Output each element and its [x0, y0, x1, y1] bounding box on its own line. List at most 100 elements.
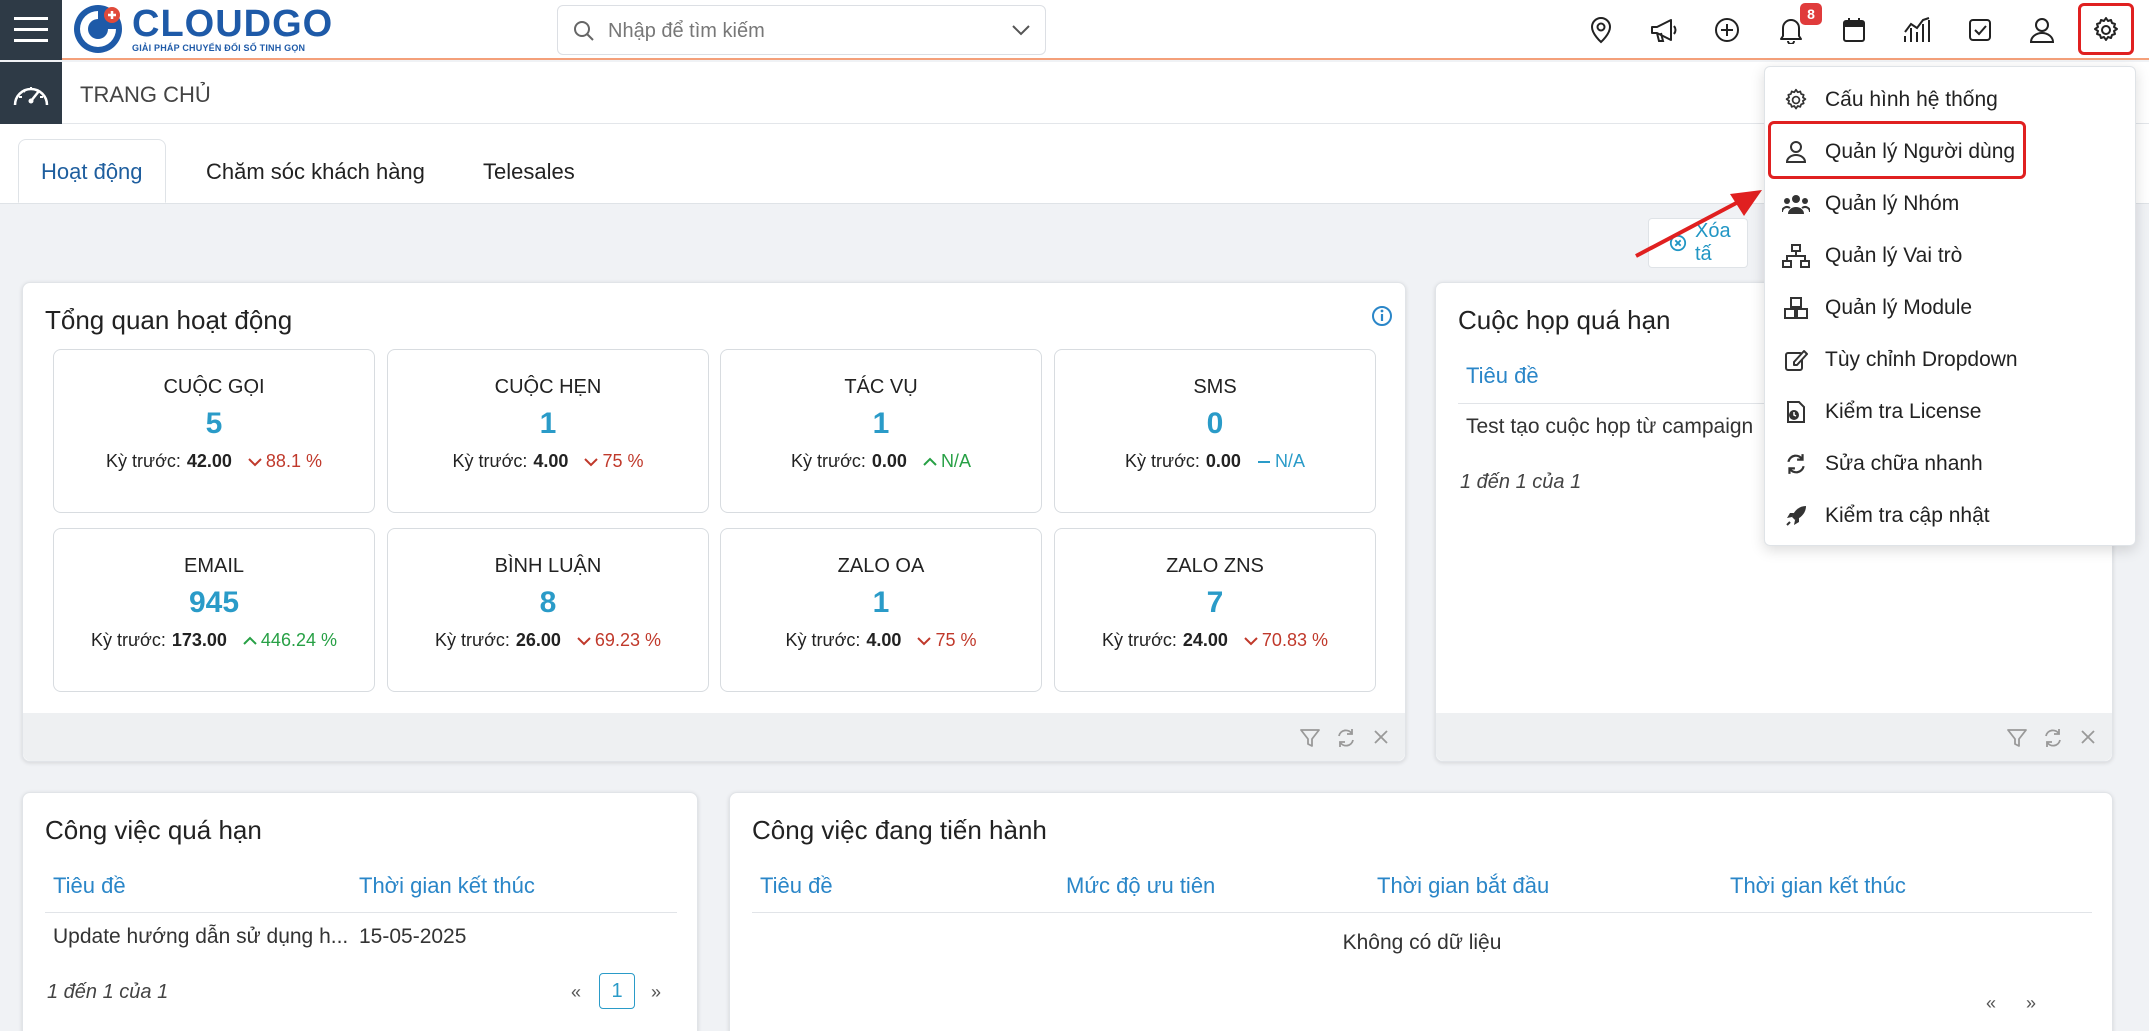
- pager-next[interactable]: »: [2026, 993, 2037, 1013]
- settings-button[interactable]: [2086, 10, 2126, 50]
- stat-label: CUỘC HẸN: [494, 376, 602, 398]
- pager-prev[interactable]: «: [571, 982, 582, 1002]
- meetings-pager-info: 1 đến 1 của 1: [1460, 471, 1582, 493]
- close-icon[interactable]: [1371, 727, 1391, 747]
- change-value: 69.23 %: [594, 630, 661, 650]
- filter-icon[interactable]: [1299, 727, 1321, 749]
- prev-label: Kỳ trước:: [106, 451, 181, 471]
- stat-label: SMS: [1193, 376, 1237, 398]
- menu-item-label: Sửa chữa nhanh: [1825, 452, 1983, 475]
- quick-create-button[interactable]: [1707, 10, 1747, 50]
- overdue-task-end-cell: 15-05-2025: [359, 925, 467, 948]
- divider: [45, 912, 677, 913]
- chevron-down-icon: [577, 636, 591, 645]
- pager-next[interactable]: »: [651, 982, 662, 1002]
- reports-button[interactable]: [1897, 10, 1937, 50]
- stat-change: 69.23 %: [577, 630, 661, 651]
- menu-item-label: Kiểm tra cập nhật: [1825, 504, 1990, 527]
- stat-change: 75 %: [584, 451, 643, 472]
- dash-icon: [1257, 460, 1270, 463]
- overview-footer: [23, 713, 1405, 761]
- menu-item-label: Quản lý Nhóm: [1825, 192, 1960, 215]
- dashboard-button[interactable]: [0, 62, 62, 124]
- profile-button[interactable]: [2022, 10, 2062, 50]
- inprogress-col-title[interactable]: Tiêu đề: [760, 873, 833, 898]
- settings-dropdown-menu: Cấu hình hệ thống Quản lý Người dùng Quản …: [1764, 66, 2136, 546]
- stat-card[interactable]: SMS 0 Kỳ trước: 0.00 N/A: [1054, 349, 1376, 513]
- prev-label: Kỳ trước:: [1125, 451, 1200, 471]
- top-bar: CLOUDGO GIẢI PHÁP CHUYỂN ĐỔI SỐ TINH GỌN…: [0, 0, 2149, 60]
- divider: [752, 912, 2092, 913]
- stat-card[interactable]: EMAIL 945 Kỳ trước: 173.00 446.24 %: [53, 528, 375, 692]
- menu-item-4-sitemap[interactable]: Quản lý Vai trò: [1765, 231, 2135, 281]
- stat-label: ZALO ZNS: [1166, 555, 1264, 577]
- search-input[interactable]: Nhập để tìm kiếm: [608, 20, 765, 42]
- stat-card[interactable]: ZALO ZNS 7 Kỳ trước: 24.00 70.83 %: [1054, 528, 1376, 692]
- info-icon[interactable]: [1371, 305, 1393, 327]
- menu-item-2-user[interactable]: Quản lý Người dùng: [1765, 127, 2135, 177]
- stat-value: 0: [1206, 407, 1224, 440]
- campaign-button[interactable]: [1644, 10, 1684, 50]
- change-value: 446.24 %: [260, 630, 337, 650]
- tab-hoat-dong[interactable]: Hoạt động: [18, 139, 166, 203]
- tab-telesales[interactable]: Telesales: [483, 159, 575, 184]
- overview-title: Tổng quan hoạt động: [45, 305, 293, 335]
- chevron-up-icon: [243, 636, 257, 645]
- inprogress-col-start[interactable]: Thời gian bắt đầu: [1377, 873, 1550, 898]
- rocket-icon: [1781, 501, 1811, 531]
- meeting-row[interactable]: Test tạo cuộc họp từ campaign: [1466, 415, 1754, 438]
- menu-item-label: Quản lý Vai trò: [1825, 244, 1963, 267]
- notification-badge: 8: [1800, 3, 1822, 25]
- menu-item-9-rocket[interactable]: Kiểm tra cập nhật: [1765, 491, 2135, 541]
- inprogress-col-end[interactable]: Thời gian kết thúc: [1730, 873, 1906, 898]
- stat-label: TÁC VỤ: [844, 376, 918, 398]
- meetings-col-title[interactable]: Tiêu đề: [1466, 363, 1539, 388]
- chevron-down-icon: [1244, 636, 1258, 645]
- prev-value: 24.00: [1182, 630, 1228, 650]
- stat-label: BÌNH LUẬN: [494, 555, 602, 577]
- tasks-button[interactable]: [1960, 10, 2000, 50]
- search-box[interactable]: Nhập để tìm kiếm: [557, 5, 1046, 55]
- cloudgo-logo-icon: [74, 5, 122, 53]
- map-pin-button[interactable]: [1581, 10, 1621, 50]
- inprogress-col-priority[interactable]: Mức độ ưu tiên: [1066, 873, 1216, 898]
- menu-item-label: Quản lý Module: [1825, 296, 1973, 319]
- filter-icon[interactable]: [2006, 727, 2028, 749]
- stat-card[interactable]: CUỘC HẸN 1 Kỳ trước: 4.00 75 %: [387, 349, 709, 513]
- clear-filters-label: Xóa tấ: [1694, 220, 1731, 265]
- menu-item-3-users[interactable]: Quản lý Nhóm: [1765, 179, 2135, 229]
- edit-icon: [1781, 345, 1811, 375]
- pager-prev[interactable]: «: [1986, 993, 1997, 1013]
- stat-previous: Kỳ trước: 4.00 75 %: [721, 630, 1041, 651]
- overdue-col-title[interactable]: Tiêu đề: [53, 873, 126, 898]
- settings-highlight-box: [2078, 3, 2134, 55]
- stat-change: N/A: [923, 451, 971, 472]
- notifications-button[interactable]: [1771, 10, 1811, 50]
- overdue-task-title-cell[interactable]: Update hướng dẫn sử dụng h...: [53, 925, 349, 948]
- logo-name: CLOUDGO: [132, 3, 334, 45]
- stat-card[interactable]: CUỘC GỌI 5 Kỳ trước: 42.00 88.1 %: [53, 349, 375, 513]
- stat-card[interactable]: ZALO OA 1 Kỳ trước: 4.00 75 %: [720, 528, 1042, 692]
- stat-change: 70.83 %: [1244, 630, 1328, 651]
- logo[interactable]: CLOUDGO GIẢI PHÁP CHUYỂN ĐỔI SỐ TINH GỌN: [72, 3, 333, 55]
- calendar-button[interactable]: [1834, 10, 1874, 50]
- gear-icon: [1781, 85, 1811, 115]
- stat-card[interactable]: TÁC VỤ 1 Kỳ trước: 0.00 N/A: [720, 349, 1042, 513]
- chevron-down-icon[interactable]: [1011, 23, 1031, 37]
- stat-card[interactable]: BÌNH LUẬN 8 Kỳ trước: 26.00 69.23 %: [387, 528, 709, 692]
- overdue-col-end-time[interactable]: Thời gian kết thúc: [359, 873, 535, 898]
- menu-item-6-edit[interactable]: Tùy chỉnh Dropdown: [1765, 335, 2135, 385]
- refresh-icon[interactable]: [1335, 727, 1357, 749]
- refresh-icon[interactable]: [2042, 727, 2064, 749]
- close-icon[interactable]: [2078, 727, 2098, 747]
- stat-previous: Kỳ trước: 42.00 88.1 %: [54, 451, 374, 472]
- menu-item-5-cubes[interactable]: Quản lý Module: [1765, 283, 2135, 333]
- stat-change: 75 %: [917, 630, 976, 651]
- menu-item-8-refresh[interactable]: Sửa chữa nhanh: [1765, 439, 2135, 489]
- menu-item-1-gear[interactable]: Cấu hình hệ thống: [1765, 75, 2135, 125]
- hamburger-menu-button[interactable]: [0, 0, 62, 60]
- tab-cham-soc-khach-hang[interactable]: Chăm sóc khách hàng: [206, 159, 425, 184]
- license-icon: [1781, 397, 1811, 427]
- menu-item-7-license[interactable]: Kiểm tra License: [1765, 387, 2135, 437]
- pager-current-page[interactable]: 1: [599, 973, 635, 1009]
